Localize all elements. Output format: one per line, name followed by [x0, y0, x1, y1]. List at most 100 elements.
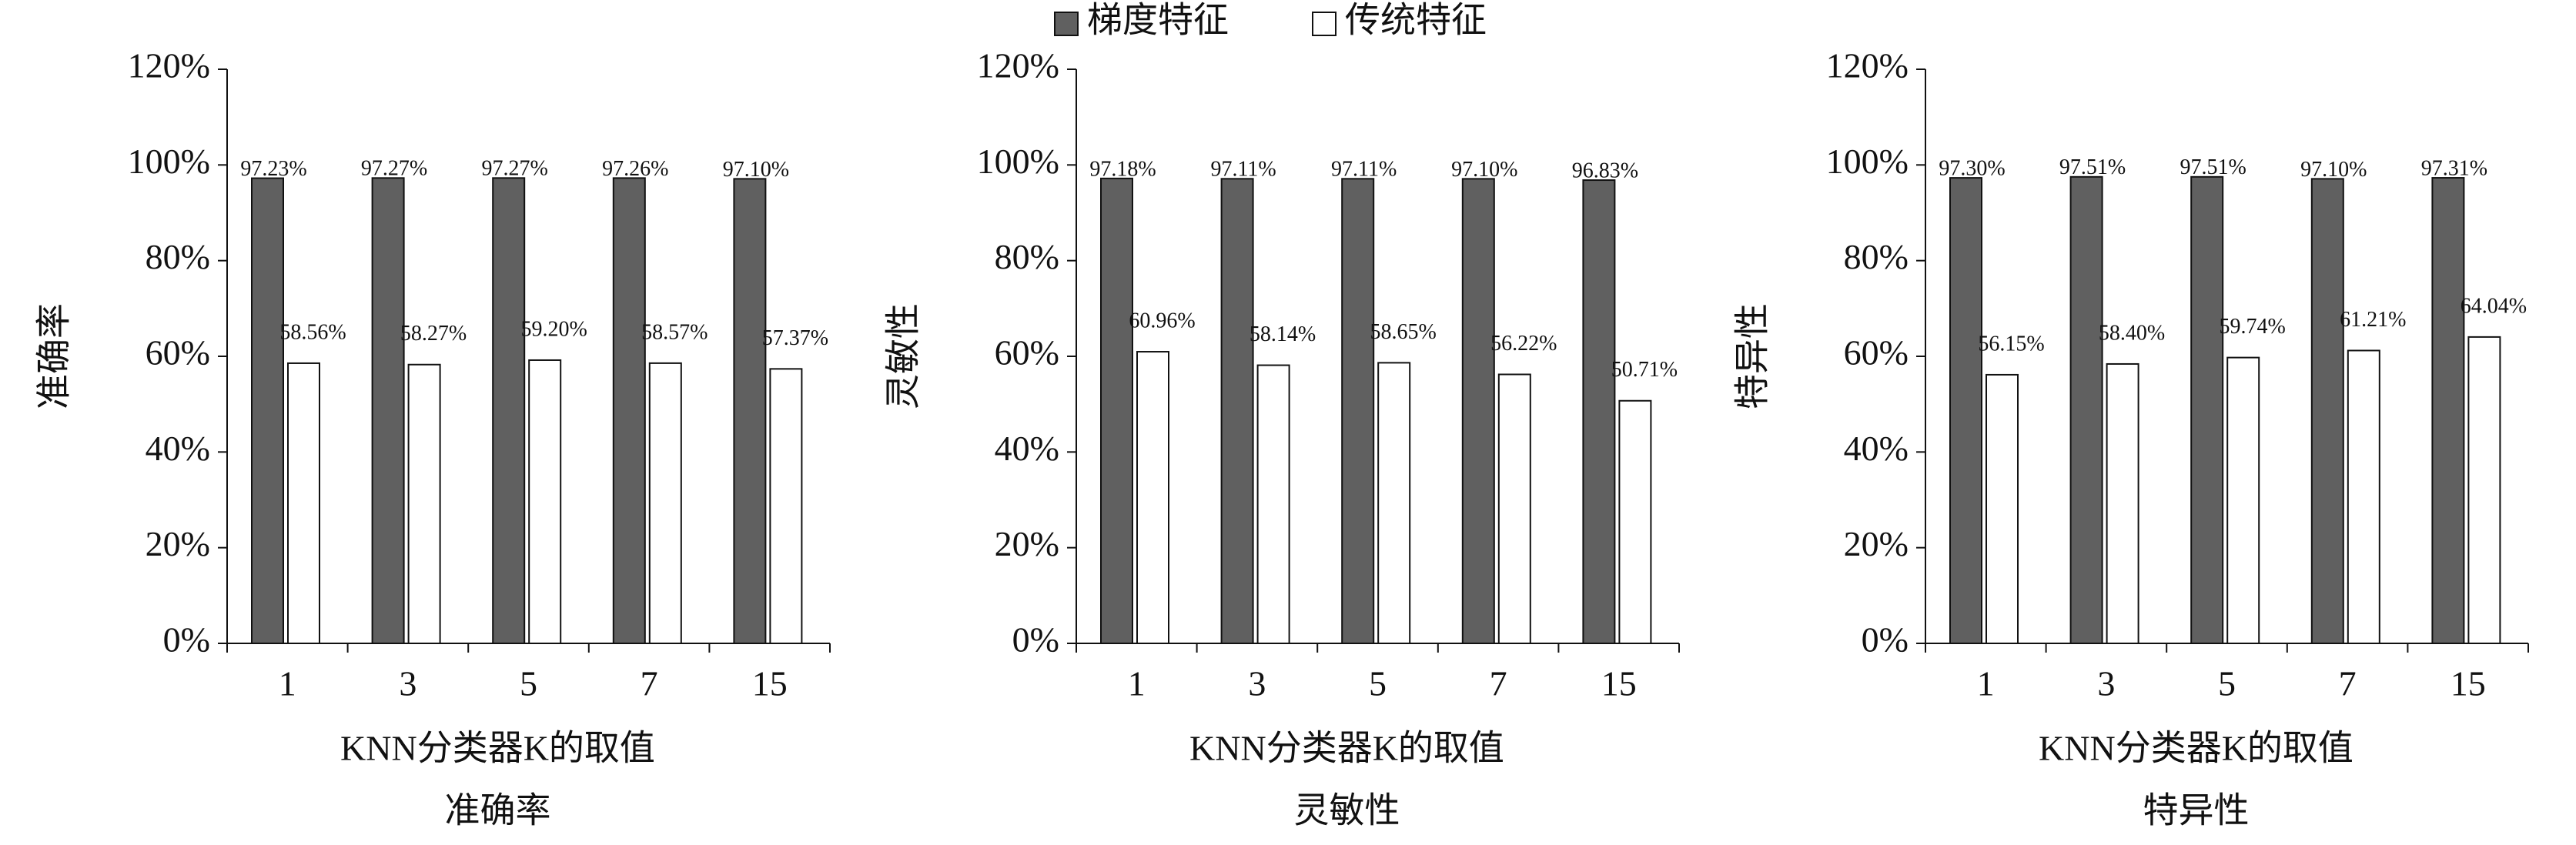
bar — [733, 178, 767, 644]
bar — [1582, 179, 1616, 644]
value-label: 97.31% — [2421, 156, 2487, 180]
value-label: 58.14% — [1250, 322, 1316, 346]
x-tick-label: 1 — [1977, 664, 1995, 703]
value-label: 56.15% — [1978, 332, 2044, 356]
legend-swatch — [1312, 12, 1337, 36]
y-tick-label: 40% — [1844, 429, 1909, 468]
value-label: 58.27% — [400, 322, 467, 346]
value-label: 97.23% — [240, 157, 306, 181]
x-tick-label: 7 — [1490, 664, 1507, 703]
value-label: 96.83% — [1572, 159, 1638, 182]
value-label: 50.71% — [1611, 358, 1678, 382]
y-tick-label: 0% — [1862, 620, 1909, 660]
value-label: 97.10% — [2300, 158, 2367, 182]
y-tick-label: 20% — [146, 524, 210, 563]
value-label: 97.27% — [482, 157, 548, 181]
x-axis-label: KNN分类器K的取值 — [1189, 729, 1504, 768]
x-tick-label: 1 — [279, 664, 296, 703]
value-label: 56.22% — [1490, 332, 1557, 356]
value-label: 57.37% — [762, 326, 828, 350]
x-tick-label: 3 — [399, 664, 417, 703]
bar — [2310, 178, 2344, 644]
bar — [1461, 178, 1495, 644]
y-tick-label: 100% — [128, 142, 210, 181]
y-tick-label: 80% — [995, 237, 1059, 276]
y-tick-label: 120% — [977, 46, 1059, 85]
value-label: 60.96% — [1129, 309, 1195, 332]
bar — [251, 177, 284, 644]
legend-swatch — [1054, 12, 1079, 36]
value-label: 58.57% — [641, 320, 708, 344]
value-label: 64.04% — [2461, 294, 2527, 318]
value-label: 58.40% — [2099, 321, 2165, 345]
x-axis-label: KNN分类器K的取值 — [2039, 729, 2354, 768]
y-tick-label: 120% — [1826, 46, 1909, 85]
value-label: 58.56% — [279, 320, 346, 344]
y-tick-label: 20% — [1844, 524, 1909, 563]
y-tick-label: 100% — [977, 142, 1059, 181]
value-label: 97.10% — [1451, 158, 1517, 182]
bar — [2226, 356, 2260, 644]
bar — [1136, 351, 1169, 644]
y-tick-label: 40% — [995, 429, 1059, 468]
y-tick-label: 20% — [995, 524, 1059, 563]
x-axis-label: KNN分类器K的取值 — [340, 729, 655, 768]
y-tick-label: 120% — [128, 46, 210, 85]
bar — [1220, 178, 1254, 644]
bar — [2190, 175, 2224, 645]
bar — [528, 359, 562, 644]
value-label: 59.74% — [2220, 315, 2286, 339]
value-label: 97.51% — [2059, 155, 2126, 179]
bar — [2467, 336, 2501, 644]
y-tick-label: 40% — [146, 429, 210, 468]
bar — [2069, 175, 2103, 645]
y-tick-label: 80% — [146, 237, 210, 276]
x-tick-label: 15 — [2451, 664, 2486, 703]
x-tick-label: 15 — [1601, 664, 1637, 703]
value-label: 97.10% — [723, 158, 789, 182]
legend-label: 梯度特征 — [1087, 1, 1229, 40]
value-label: 61.21% — [2340, 308, 2406, 332]
chart-caption: 准确率 — [445, 791, 551, 830]
bar — [2106, 362, 2139, 644]
y-axis-label: 特异性 — [1733, 303, 1772, 409]
bar — [1256, 364, 1290, 644]
bar — [1986, 373, 2019, 644]
x-tick-label: 15 — [752, 664, 788, 703]
y-tick-label: 60% — [995, 333, 1059, 372]
bar — [1100, 177, 1133, 645]
x-tick-label: 7 — [2339, 664, 2357, 703]
bar — [2431, 177, 2465, 645]
x-tick-label: 7 — [641, 664, 658, 703]
bar — [492, 177, 526, 645]
bar — [2347, 349, 2380, 644]
bar — [1618, 399, 1652, 644]
value-label: 58.65% — [1370, 320, 1437, 344]
y-tick-label: 100% — [1826, 142, 1909, 181]
x-tick-label: 1 — [1128, 664, 1146, 703]
y-tick-label: 60% — [1844, 333, 1909, 372]
y-axis-label: 灵敏性 — [884, 303, 923, 409]
y-tick-label: 60% — [146, 333, 210, 372]
y-axis-label: 准确率 — [35, 303, 74, 409]
y-tick-label: 0% — [1012, 620, 1059, 660]
bar — [1377, 362, 1411, 644]
value-label: 97.30% — [1939, 157, 2005, 181]
x-tick-label: 5 — [1369, 664, 1387, 703]
bar — [407, 363, 441, 644]
x-tick-label: 5 — [2218, 664, 2236, 703]
bar — [612, 177, 646, 644]
bar — [769, 368, 803, 644]
bar — [1497, 373, 1531, 644]
value-label: 97.27% — [361, 157, 427, 181]
chart-caption: 特异性 — [2143, 791, 2250, 830]
legend-label: 传统特征 — [1345, 1, 1487, 40]
bar — [1341, 178, 1375, 644]
y-tick-label: 0% — [163, 620, 210, 660]
value-label: 97.11% — [1331, 158, 1397, 182]
bar — [1949, 177, 1982, 644]
x-tick-label: 5 — [520, 664, 537, 703]
bar — [648, 362, 682, 644]
value-label: 97.51% — [2180, 155, 2246, 179]
